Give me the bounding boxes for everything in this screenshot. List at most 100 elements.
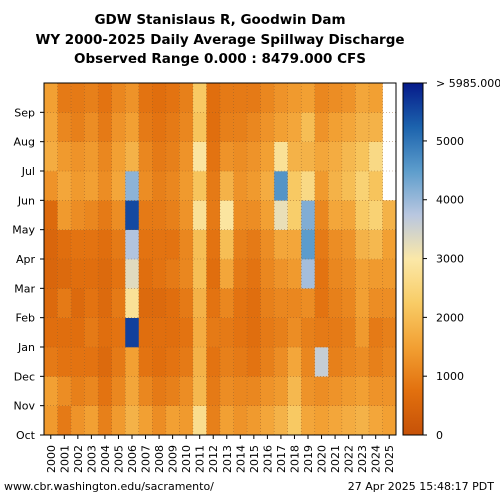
heatmap-cell [111,376,126,406]
heatmap-cell [179,171,194,201]
heatmap-cell [220,112,234,142]
heatmap-cell [179,405,194,436]
heatmap-cell [192,112,207,142]
heatmap-cell [220,288,234,318]
heatmap-cell [84,405,99,436]
heatmap-cell [260,288,275,318]
heatmap-cell [138,317,153,348]
colorbar-tick-label: 5000 [436,135,464,148]
heatmap-cell [152,141,167,172]
heatmap-cell [71,259,85,289]
heatmap-cell [179,200,194,230]
heatmap-cell [98,229,112,260]
heatmap-cell [44,347,58,377]
heatmap-cell [287,171,302,201]
x-tick-label: 2004 [99,445,112,473]
heatmap-cell [125,112,140,142]
heatmap-cell [328,229,343,260]
heatmap-cell [341,376,356,406]
heatmap-cell [111,405,126,436]
heatmap-cell [341,200,356,230]
heatmap-cell [247,288,261,318]
heatmap-cell [152,317,167,348]
x-tick-label: 2015 [248,445,261,473]
colorbar-max-label: > 5985.000 [436,77,500,90]
heatmap-cell [165,200,180,230]
heatmap-cell [368,112,383,142]
heatmap-cell [355,317,370,348]
heatmap-cell [152,376,167,406]
heatmap-cell [125,288,140,318]
heatmap-cell [368,171,383,201]
heatmap-cell [287,288,302,318]
y-tick-label: Jul [21,165,35,178]
heatmap-cell [165,259,180,289]
heatmap-cell [138,83,153,113]
heatmap-cell [192,229,207,260]
source-url[interactable]: www.cbr.washington.edu/sacramento/ [4,480,214,493]
colorbar-tick-label: 3000 [436,253,464,266]
heatmap-cell [233,83,248,113]
x-tick-label: 2006 [126,445,139,473]
heatmap-cell [220,141,234,172]
heatmap-cell [71,112,85,142]
heatmap-cell [206,200,221,230]
heatmap-cell [274,259,288,289]
heatmap-cell [138,347,153,377]
heatmap-cell [111,200,126,230]
heatmap-cell [355,288,370,318]
heatmap-cell [71,405,85,436]
heatmap-cell [355,347,370,377]
x-tick-label: 2009 [167,445,180,473]
heatmap-cell [84,347,99,377]
heatmap-cell [84,288,99,318]
heatmap-cell [84,200,99,230]
heatmap-cell [165,347,180,377]
heatmap-cell [206,288,221,318]
heatmap-cell [206,171,221,201]
heatmap-cells [44,83,397,436]
heatmap-cell [125,317,140,348]
heatmap-cell [260,200,275,230]
heatmap-cell [260,229,275,260]
heatmap-cell [44,83,58,113]
heatmap-cell [98,141,112,172]
y-tick-label: Aug [14,136,35,149]
heatmap-cell [341,347,356,377]
heatmap-cell [247,376,261,406]
heatmap-cell [368,288,383,318]
heatmap-cell [179,229,194,260]
heatmap-cell [192,259,207,289]
heatmap-cell [152,83,167,113]
heatmap-cell [368,347,383,377]
heatmap-cell [274,288,288,318]
x-tick-label: 2003 [85,445,98,473]
heatmap-cell [44,112,58,142]
heatmap-cell [301,317,316,348]
heatmap-cell [84,229,99,260]
heatmap-cell [57,405,72,436]
heatmap-cell [138,405,153,436]
heatmap-cell [247,405,261,436]
heatmap-cell [328,259,343,289]
heatmap-cell [328,200,343,230]
heatmap-cell [125,347,140,377]
heatmap-cell [71,141,85,172]
heatmap-cell [44,259,58,289]
heatmap-cell [206,112,221,142]
heatmap-cell [125,229,140,260]
heatmap-cell [301,288,316,318]
heatmap-cell [57,171,72,201]
heatmap-cell [165,83,180,113]
heatmap-cell [165,405,180,436]
heatmap-cell [84,376,99,406]
heatmap-cell [355,112,370,142]
x-tick-label: 2000 [45,445,58,473]
heatmap-cell [341,112,356,142]
heatmap-cell [84,141,99,172]
heatmap-cell [382,259,397,289]
heatmap-cell [382,288,397,318]
x-tick-label: 2024 [370,445,383,473]
heatmap-cell [71,171,85,201]
heatmap-cell [98,288,112,318]
